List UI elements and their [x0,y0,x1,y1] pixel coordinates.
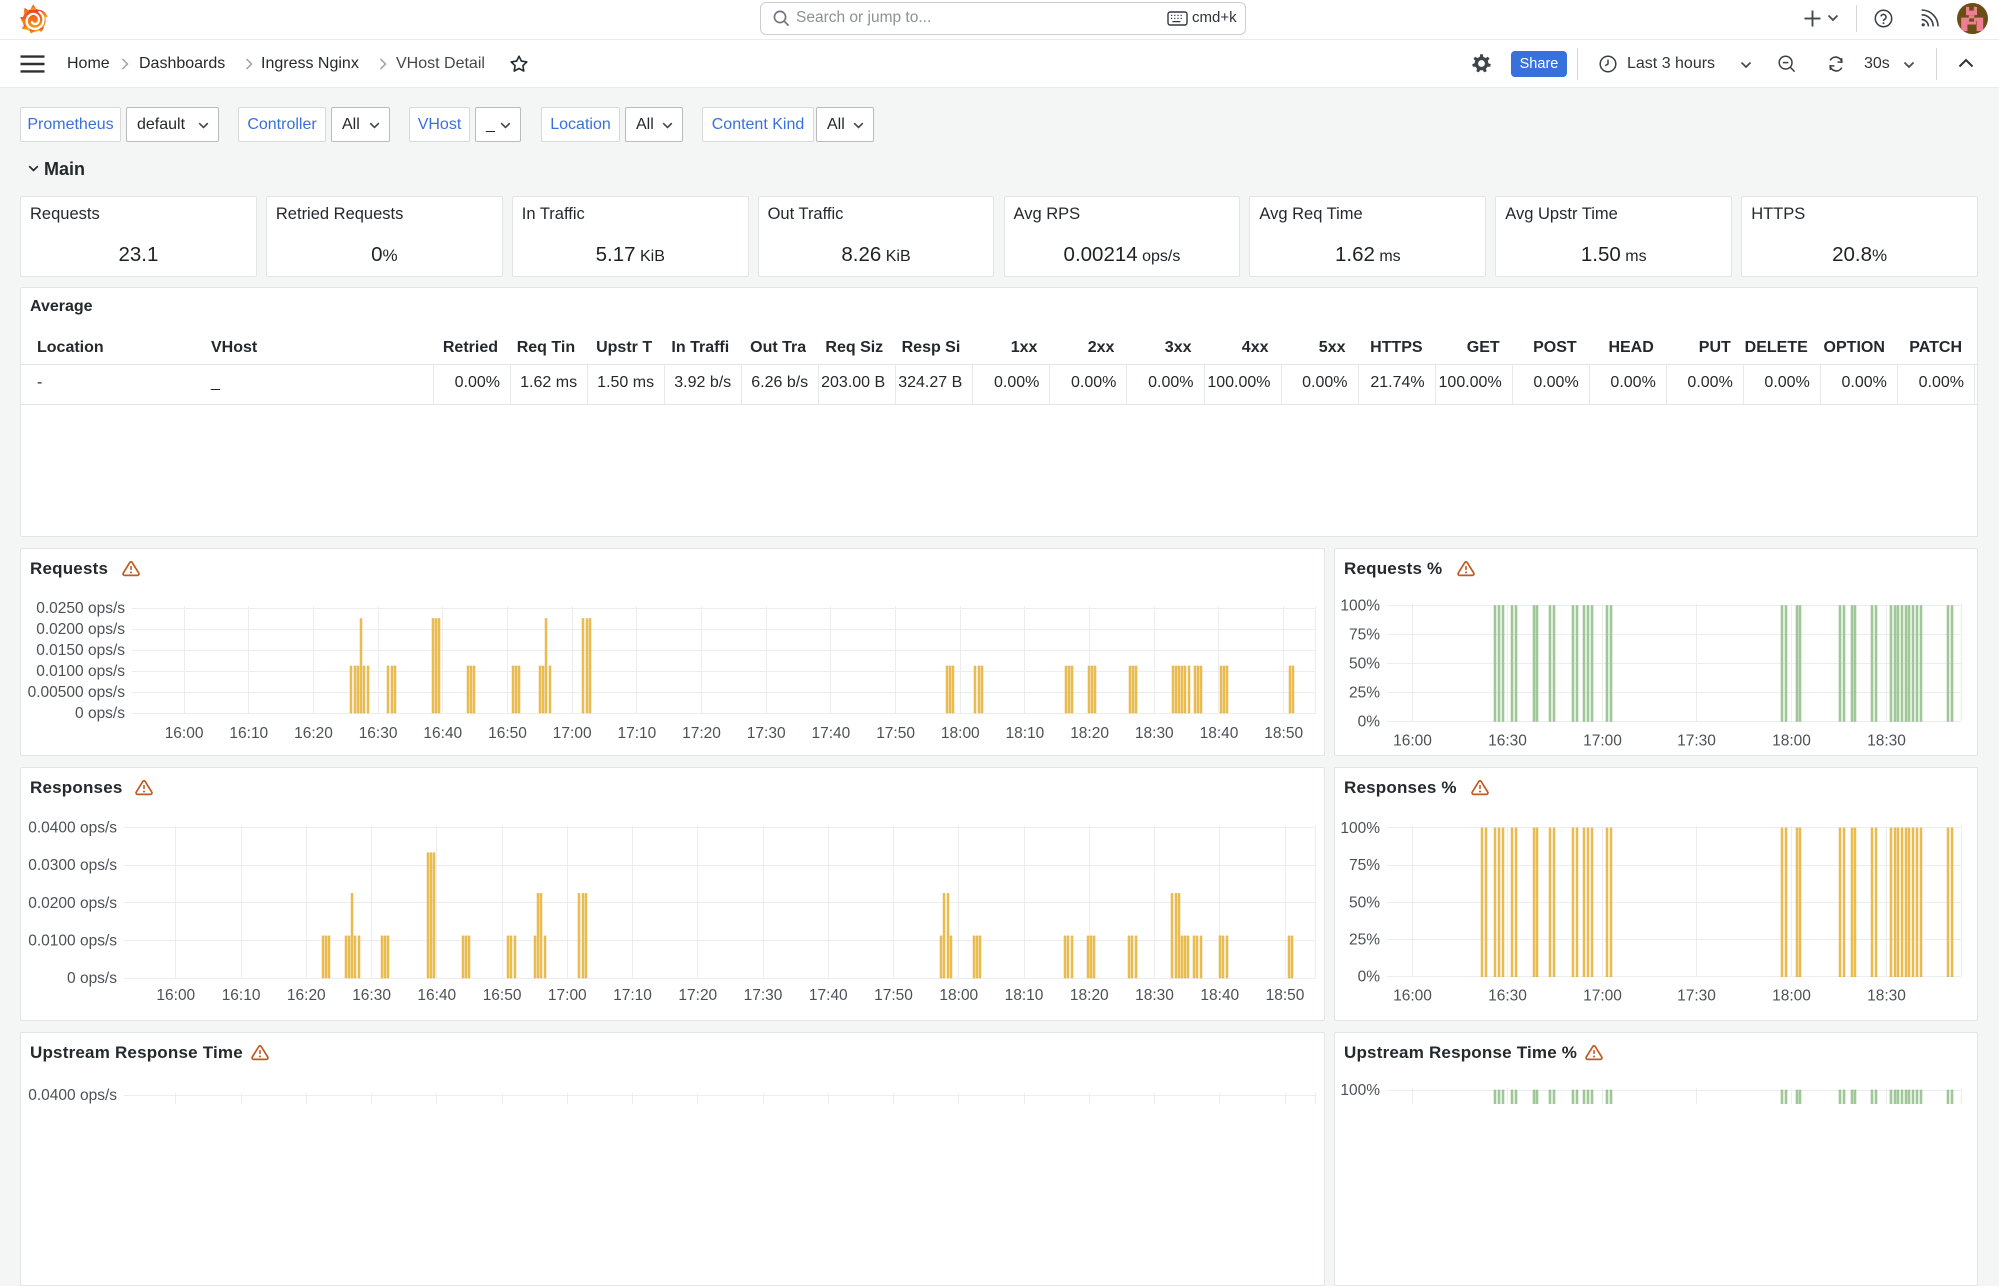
svg-text:17:50: 17:50 [876,725,915,742]
svg-text:16:30: 16:30 [352,987,391,1004]
svg-text:25%: 25% [1349,685,1380,702]
svg-text:16:00: 16:00 [156,987,195,1004]
svg-text:16:40: 16:40 [423,725,462,742]
svg-text:75%: 75% [1349,627,1380,644]
svg-text:17:00: 17:00 [553,725,592,742]
svg-text:16:10: 16:10 [229,725,268,742]
svg-text:0.0200 ops/s: 0.0200 ops/s [36,621,125,638]
svg-text:0%: 0% [1358,969,1381,986]
svg-text:18:50: 18:50 [1266,987,1305,1004]
svg-text:16:40: 16:40 [417,987,456,1004]
svg-text:0.0150 ops/s: 0.0150 ops/s [36,642,125,659]
svg-text:0.0200 ops/s: 0.0200 ops/s [28,895,117,912]
svg-text:17:40: 17:40 [812,725,851,742]
svg-text:0.0400 ops/s: 0.0400 ops/s [28,1087,117,1104]
svg-text:25%: 25% [1349,932,1380,949]
svg-text:0.0250 ops/s: 0.0250 ops/s [36,600,125,617]
svg-text:18:00: 18:00 [939,987,978,1004]
svg-text:16:10: 16:10 [222,987,261,1004]
svg-text:16:30: 16:30 [359,725,398,742]
svg-text:100%: 100% [1340,598,1380,615]
svg-text:18:30: 18:30 [1867,988,1906,1005]
svg-text:0.0100 ops/s: 0.0100 ops/s [28,932,117,949]
svg-text:16:00: 16:00 [1393,988,1432,1005]
svg-text:18:10: 18:10 [1005,987,1044,1004]
svg-text:16:20: 16:20 [294,725,333,742]
svg-text:16:50: 16:50 [488,725,527,742]
svg-text:17:40: 17:40 [809,987,848,1004]
svg-text:18:50: 18:50 [1264,725,1303,742]
svg-text:0 ops/s: 0 ops/s [67,970,117,987]
svg-text:0%: 0% [1358,713,1381,730]
svg-text:18:30: 18:30 [1135,987,1174,1004]
svg-text:18:20: 18:20 [1070,987,1109,1004]
svg-text:17:00: 17:00 [1583,732,1622,749]
svg-text:0.00500 ops/s: 0.00500 ops/s [28,684,126,701]
svg-text:17:20: 17:20 [678,987,717,1004]
svg-text:16:00: 16:00 [165,725,204,742]
svg-text:17:30: 17:30 [747,725,786,742]
svg-text:18:00: 18:00 [941,725,980,742]
svg-text:18:40: 18:40 [1200,725,1239,742]
svg-text:18:20: 18:20 [1070,725,1109,742]
svg-text:17:30: 17:30 [744,987,783,1004]
svg-text:18:40: 18:40 [1200,987,1239,1004]
svg-text:50%: 50% [1349,894,1380,911]
svg-text:17:20: 17:20 [682,725,721,742]
svg-text:0.0400 ops/s: 0.0400 ops/s [28,820,117,837]
svg-text:18:30: 18:30 [1867,732,1906,749]
svg-text:17:00: 17:00 [1583,988,1622,1005]
svg-text:17:00: 17:00 [548,987,587,1004]
svg-text:17:10: 17:10 [613,987,652,1004]
svg-text:0.0300 ops/s: 0.0300 ops/s [28,857,117,874]
svg-text:16:20: 16:20 [287,987,326,1004]
svg-text:18:10: 18:10 [1006,725,1045,742]
svg-text:50%: 50% [1349,656,1380,673]
svg-text:18:30: 18:30 [1135,725,1174,742]
svg-text:18:00: 18:00 [1772,988,1811,1005]
svg-text:16:30: 16:30 [1488,988,1527,1005]
svg-text:100%: 100% [1340,1082,1380,1099]
svg-text:17:30: 17:30 [1677,988,1716,1005]
svg-text:17:30: 17:30 [1677,732,1716,749]
svg-text:17:10: 17:10 [618,725,657,742]
svg-text:16:50: 16:50 [483,987,522,1004]
svg-text:0 ops/s: 0 ops/s [75,705,125,722]
svg-text:16:00: 16:00 [1393,732,1432,749]
svg-text:75%: 75% [1349,857,1380,874]
svg-text:0.0100 ops/s: 0.0100 ops/s [36,663,125,680]
svg-text:16:30: 16:30 [1488,732,1527,749]
svg-text:18:00: 18:00 [1772,732,1811,749]
svg-text:17:50: 17:50 [874,987,913,1004]
svg-text:100%: 100% [1340,820,1380,837]
